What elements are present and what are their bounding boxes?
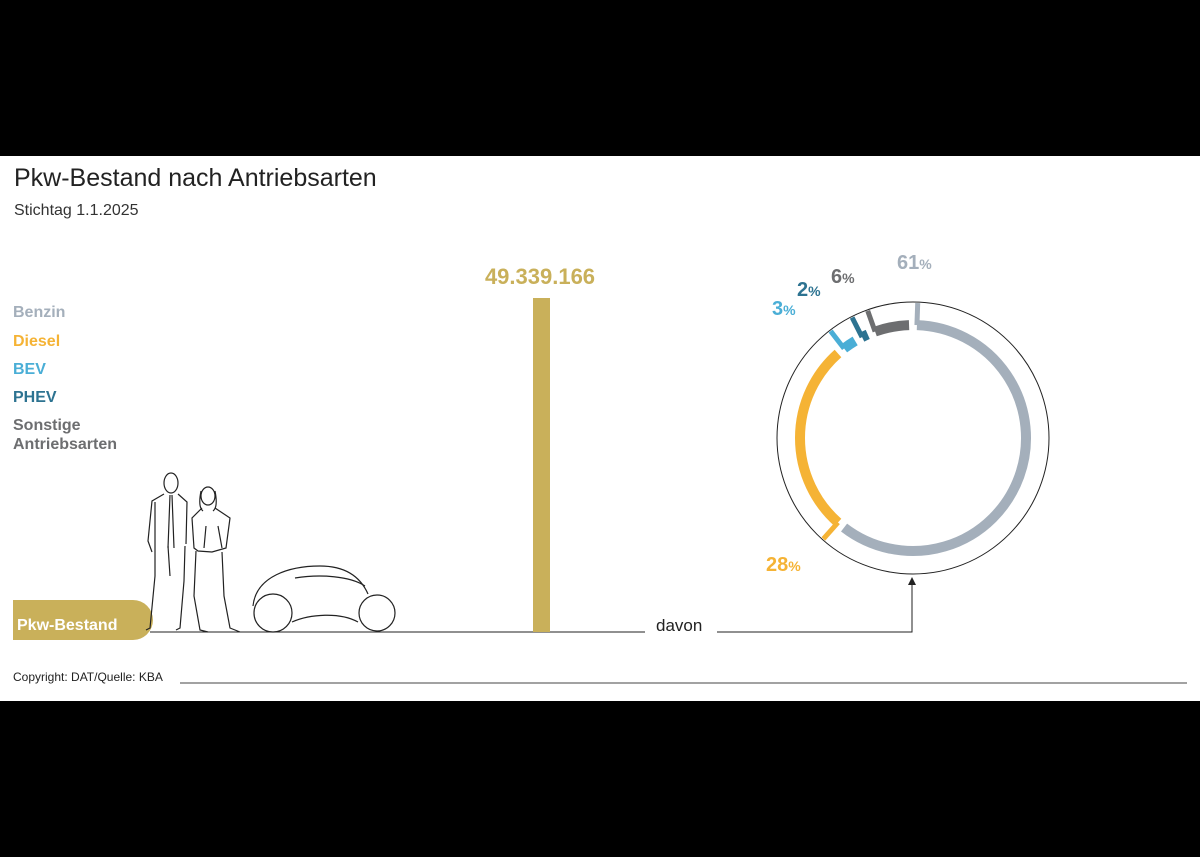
car-icon xyxy=(252,565,396,633)
legend-item-sonstige: Sonstige Antriebsarten xyxy=(13,417,118,453)
pkw-bestand-label: Pkw-Bestand xyxy=(17,617,118,634)
total-value-label: 49.339.166 xyxy=(484,264,596,289)
chart-subtitle: Stichtag 1.1.2025 xyxy=(14,202,139,219)
outer-ring xyxy=(776,301,1050,575)
arrow-icon xyxy=(908,577,916,585)
donut-slice-phev xyxy=(859,329,870,342)
pct-label-phev: 2% xyxy=(797,279,821,301)
leader-line-sonstige xyxy=(865,309,878,333)
chart-svg xyxy=(145,298,1187,684)
pct-label-sonstige: 6% xyxy=(831,266,855,288)
pct-label-benzin: 61% xyxy=(897,252,932,274)
leader-line-benzin xyxy=(914,302,921,326)
leader-line-bev xyxy=(828,329,847,350)
legend-item-phev: PHEV xyxy=(13,389,57,406)
chart-panel: Pkw-Bestand nach Antriebsarten Stichtag … xyxy=(0,156,1200,701)
donut-slice-diesel xyxy=(795,349,842,527)
leader-line-phev xyxy=(849,316,865,339)
pct-label-diesel: 28% xyxy=(766,554,801,576)
legend-item-bev: BEV xyxy=(13,361,46,378)
donut-slice-sonstige xyxy=(873,320,910,337)
legend-item-benzin: Benzin xyxy=(13,304,66,321)
total-bar xyxy=(533,298,550,632)
davon-label: davon xyxy=(656,616,703,635)
legend-item-diesel: Diesel xyxy=(13,333,61,350)
donut-slice-bev xyxy=(841,336,858,353)
pct-label-bev: 3% xyxy=(772,298,796,320)
connector-line xyxy=(717,580,913,633)
donut-chart xyxy=(795,302,1031,556)
chart-title: Pkw-Bestand nach Antriebsarten xyxy=(14,164,377,192)
leader-line-diesel xyxy=(821,520,840,541)
copyright-text: Copyright: DAT/Quelle: KBA xyxy=(13,670,163,684)
donut-slice-benzin xyxy=(841,320,1031,556)
pkw-bestand-pill xyxy=(13,600,153,640)
people-icon xyxy=(145,472,241,633)
